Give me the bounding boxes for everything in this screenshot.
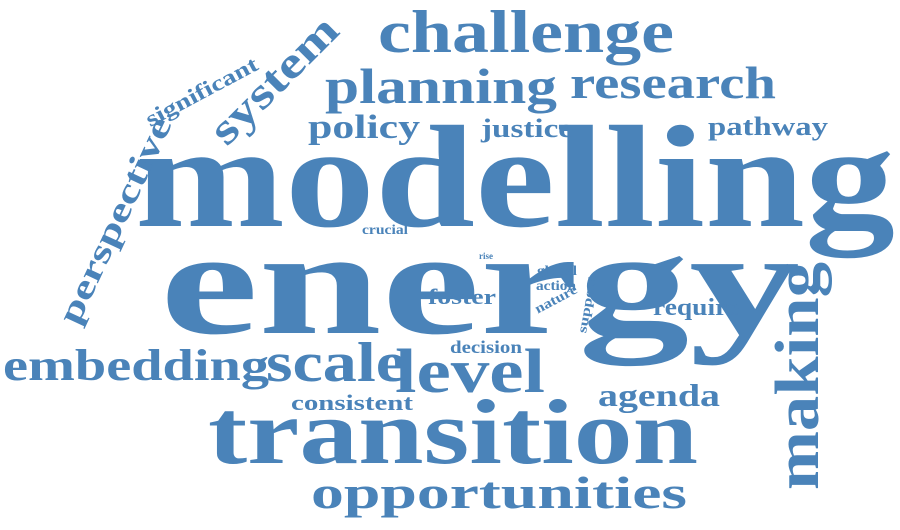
word-consistent: consistent bbox=[291, 390, 414, 415]
word-transition: transition bbox=[208, 381, 698, 483]
word-require: require bbox=[653, 295, 739, 321]
word-level: level bbox=[395, 338, 545, 406]
word-energy: energy bbox=[160, 200, 800, 366]
word-research: research bbox=[570, 57, 776, 108]
word-challenge: challenge bbox=[378, 0, 674, 65]
word-opportunities: opportunities bbox=[311, 467, 687, 518]
word-foster: foster bbox=[428, 284, 496, 309]
word-rise: rise bbox=[479, 251, 493, 261]
word-scale: scale bbox=[266, 332, 406, 394]
word-embedding: embedding bbox=[3, 341, 269, 390]
word-policy: policy bbox=[308, 109, 420, 146]
word-modelling: modelling bbox=[135, 96, 895, 258]
word-making: making bbox=[764, 262, 832, 490]
word-planning: planning bbox=[325, 58, 557, 114]
word-global: global bbox=[537, 264, 577, 279]
word-decision: decision bbox=[450, 337, 522, 357]
word-agenda: agenda bbox=[598, 377, 720, 413]
word-pathway: pathway bbox=[708, 112, 828, 141]
word-crucial: crucial bbox=[362, 223, 408, 238]
word-action: action bbox=[536, 279, 576, 294]
word-justice: justice bbox=[480, 114, 573, 143]
